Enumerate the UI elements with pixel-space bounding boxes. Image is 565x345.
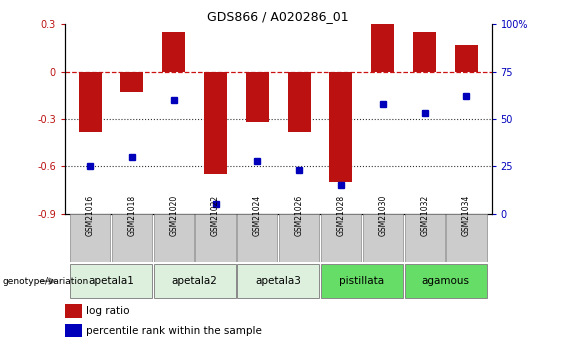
Text: genotype/variation: genotype/variation xyxy=(3,277,89,286)
Bar xyxy=(371,24,394,71)
Bar xyxy=(79,71,102,132)
Bar xyxy=(70,264,152,298)
Bar xyxy=(413,32,436,71)
Bar xyxy=(162,32,185,71)
Bar xyxy=(112,214,152,262)
Bar xyxy=(65,324,82,337)
Text: GSM21026: GSM21026 xyxy=(295,194,303,236)
Text: GDS866 / A020286_01: GDS866 / A020286_01 xyxy=(207,10,349,23)
Bar xyxy=(120,71,144,92)
Text: GSM21016: GSM21016 xyxy=(85,194,94,236)
Text: apetala2: apetala2 xyxy=(172,276,218,286)
Text: log ratio: log ratio xyxy=(86,306,130,316)
Bar xyxy=(363,214,403,262)
Text: GSM21030: GSM21030 xyxy=(379,194,388,236)
Bar xyxy=(65,304,82,317)
Text: apetala3: apetala3 xyxy=(255,276,301,286)
Text: GSM21018: GSM21018 xyxy=(127,195,136,236)
Bar xyxy=(195,214,236,262)
Text: agamous: agamous xyxy=(421,276,470,286)
Bar xyxy=(321,264,403,298)
Text: GSM21024: GSM21024 xyxy=(253,194,262,236)
Text: GSM21022: GSM21022 xyxy=(211,195,220,236)
Bar xyxy=(154,264,236,298)
Bar xyxy=(329,71,353,182)
Text: apetala1: apetala1 xyxy=(88,276,134,286)
Text: pistillata: pistillata xyxy=(340,276,384,286)
Bar xyxy=(405,264,486,298)
Text: GSM21020: GSM21020 xyxy=(169,194,178,236)
Bar xyxy=(279,214,319,262)
Bar xyxy=(246,71,269,122)
Bar xyxy=(321,214,361,262)
Bar xyxy=(288,71,311,132)
Bar xyxy=(70,214,110,262)
Bar xyxy=(237,264,319,298)
Text: percentile rank within the sample: percentile rank within the sample xyxy=(86,326,262,336)
Bar xyxy=(405,214,445,262)
Bar xyxy=(154,214,194,262)
Text: GSM21028: GSM21028 xyxy=(337,195,345,236)
Text: GSM21032: GSM21032 xyxy=(420,194,429,236)
Bar xyxy=(204,71,227,174)
Text: GSM21034: GSM21034 xyxy=(462,194,471,236)
Bar xyxy=(446,214,486,262)
Bar xyxy=(237,214,277,262)
Bar xyxy=(455,45,478,71)
